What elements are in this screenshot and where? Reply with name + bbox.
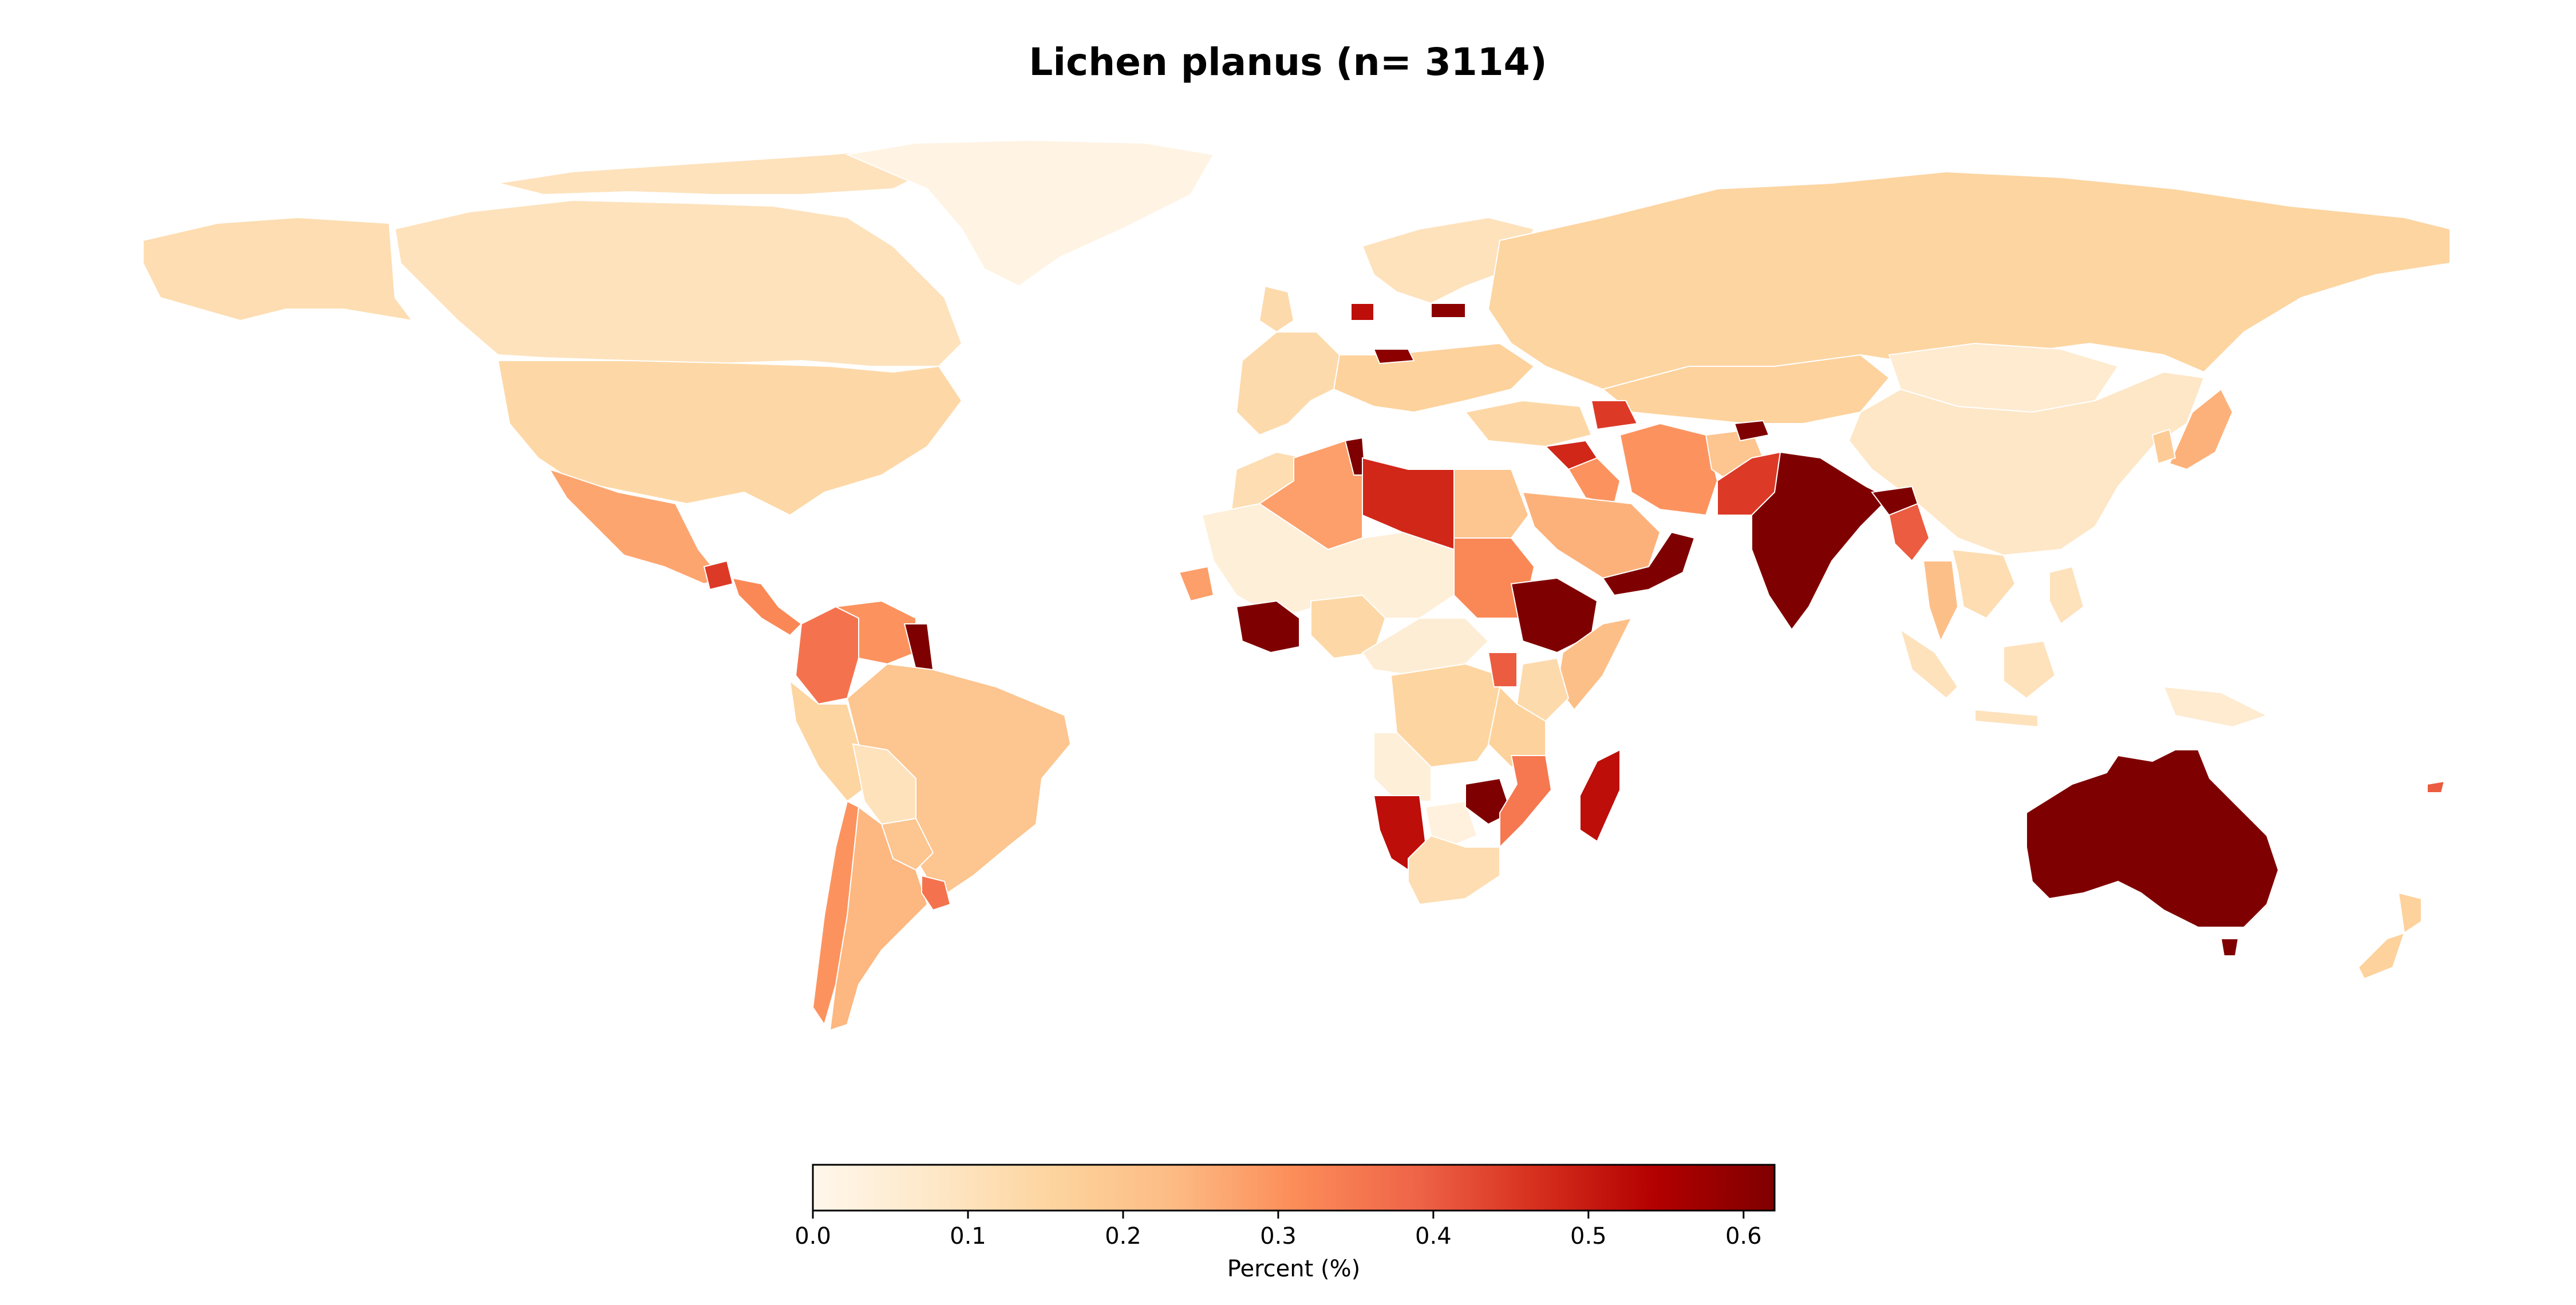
region-new-zealand-north bbox=[2397, 892, 2422, 934]
colorbar-ticks: 0.0 0.1 0.2 0.3 0.4 0.5 0.6 bbox=[795, 1211, 1762, 1249]
region-iran bbox=[1619, 422, 1718, 516]
region-java bbox=[1974, 709, 2038, 728]
region-egypt bbox=[1453, 469, 1530, 539]
colorbar-tick-label: 0.2 bbox=[1105, 1223, 1141, 1249]
region-australia bbox=[2026, 749, 2279, 928]
map-title: Lichen planus (n= 3114) bbox=[1029, 40, 1547, 84]
region-alaska bbox=[143, 216, 414, 322]
region-saudi-arabia bbox=[1522, 491, 1661, 579]
region-colombia bbox=[795, 606, 859, 705]
region-guatemala bbox=[703, 560, 734, 591]
region-cote-divoire-ghana bbox=[1235, 600, 1300, 654]
region-uruguay bbox=[921, 875, 951, 911]
colorbar-tick-label: 0.5 bbox=[1570, 1223, 1607, 1249]
colorbar-tick-label: 0.1 bbox=[950, 1223, 986, 1249]
colorbar: 0.0 0.1 0.2 0.3 0.4 0.5 0.6 Percent (%) bbox=[795, 1164, 1776, 1282]
region-uganda bbox=[1487, 652, 1518, 687]
region-iraq bbox=[1567, 457, 1621, 505]
region-greenland bbox=[845, 139, 1215, 287]
region-czechia bbox=[1373, 349, 1415, 365]
colorbar-tick-label: 0.6 bbox=[1725, 1223, 1762, 1249]
map-regions bbox=[143, 139, 2451, 1031]
region-new-zealand-south bbox=[2357, 932, 2405, 980]
colorbar-tick-label: 0.3 bbox=[1260, 1223, 1297, 1249]
region-botswana bbox=[1424, 800, 1478, 848]
region-madagascar bbox=[1579, 749, 1621, 843]
region-indochina bbox=[1951, 548, 2016, 619]
colorbar-bar bbox=[812, 1164, 1776, 1212]
region-japan bbox=[2168, 388, 2234, 470]
region-south-africa bbox=[1408, 835, 1500, 905]
region-western-europe bbox=[1235, 331, 1341, 436]
region-central-america bbox=[732, 577, 803, 636]
region-kenya bbox=[1516, 657, 1570, 722]
region-sumatra bbox=[1899, 628, 1959, 699]
region-borneo bbox=[2003, 640, 2056, 699]
region-scandinavia bbox=[1361, 216, 1535, 304]
region-india bbox=[1751, 451, 1890, 631]
region-thailand bbox=[1922, 560, 1959, 643]
colorbar-tick-label: 0.4 bbox=[1415, 1223, 1452, 1249]
colorbar-label: Percent (%) bbox=[1227, 1256, 1360, 1282]
region-caucasus bbox=[1590, 400, 1638, 430]
region-papua-new-guinea bbox=[2163, 686, 2269, 728]
region-uk bbox=[1258, 285, 1295, 333]
region-bangladesh-myanmar bbox=[1888, 503, 1930, 562]
region-canada bbox=[394, 199, 963, 367]
region-philippines bbox=[2049, 566, 2085, 625]
region-korea bbox=[2151, 428, 2176, 465]
colorbar-tick-label: 0.0 bbox=[795, 1223, 831, 1249]
region-latvia bbox=[1431, 303, 1466, 318]
region-mozambique bbox=[1499, 755, 1552, 849]
region-turkey bbox=[1464, 400, 1593, 448]
region-angola bbox=[1373, 732, 1432, 802]
region-tasmania bbox=[2220, 938, 2239, 956]
region-oman-yemen bbox=[1602, 531, 1696, 596]
region-argentina bbox=[829, 806, 929, 1031]
region-tajikistan bbox=[1733, 420, 1770, 442]
region-central-africa bbox=[1361, 618, 1490, 677]
region-fiji bbox=[2427, 780, 2445, 793]
region-poland bbox=[1350, 303, 1374, 321]
region-eastern-europe bbox=[1333, 342, 1535, 413]
region-sahel bbox=[1201, 503, 1455, 619]
region-venezuela bbox=[833, 600, 916, 665]
region-senegal bbox=[1178, 566, 1215, 602]
region-mexico bbox=[548, 468, 722, 585]
